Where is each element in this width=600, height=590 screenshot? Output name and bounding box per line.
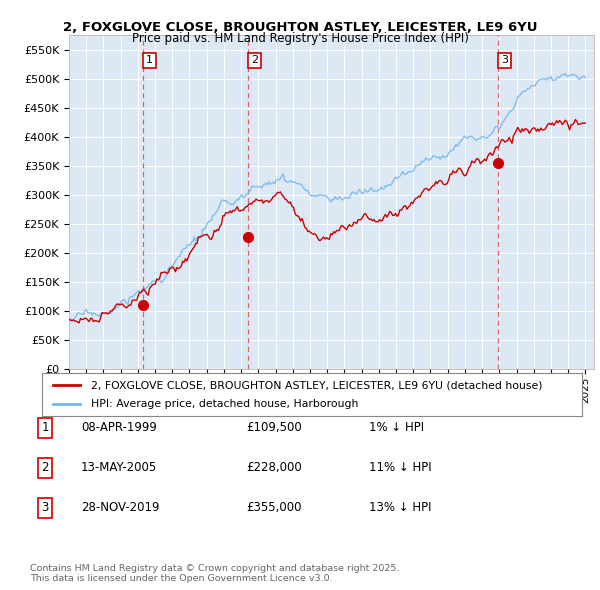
Text: 13% ↓ HPI: 13% ↓ HPI (369, 502, 431, 514)
Text: HPI: Average price, detached house, Harborough: HPI: Average price, detached house, Harb… (91, 399, 358, 409)
Text: Price paid vs. HM Land Registry's House Price Index (HPI): Price paid vs. HM Land Registry's House … (131, 32, 469, 45)
Text: 2: 2 (251, 55, 258, 65)
Text: 1% ↓ HPI: 1% ↓ HPI (369, 421, 424, 434)
Text: 28-NOV-2019: 28-NOV-2019 (81, 502, 160, 514)
Text: 1: 1 (41, 421, 49, 434)
Text: 1: 1 (146, 55, 153, 65)
Text: £228,000: £228,000 (246, 461, 302, 474)
Text: Contains HM Land Registry data © Crown copyright and database right 2025.
This d: Contains HM Land Registry data © Crown c… (30, 563, 400, 583)
Text: 2, FOXGLOVE CLOSE, BROUGHTON ASTLEY, LEICESTER, LE9 6YU (detached house): 2, FOXGLOVE CLOSE, BROUGHTON ASTLEY, LEI… (91, 381, 542, 391)
Text: £355,000: £355,000 (246, 502, 302, 514)
Text: 08-APR-1999: 08-APR-1999 (81, 421, 157, 434)
Text: £109,500: £109,500 (246, 421, 302, 434)
Text: 3: 3 (501, 55, 508, 65)
Text: 3: 3 (41, 502, 49, 514)
Text: 13-MAY-2005: 13-MAY-2005 (81, 461, 157, 474)
Text: 2: 2 (41, 461, 49, 474)
Text: 2, FOXGLOVE CLOSE, BROUGHTON ASTLEY, LEICESTER, LE9 6YU: 2, FOXGLOVE CLOSE, BROUGHTON ASTLEY, LEI… (63, 21, 537, 34)
Text: 11% ↓ HPI: 11% ↓ HPI (369, 461, 431, 474)
